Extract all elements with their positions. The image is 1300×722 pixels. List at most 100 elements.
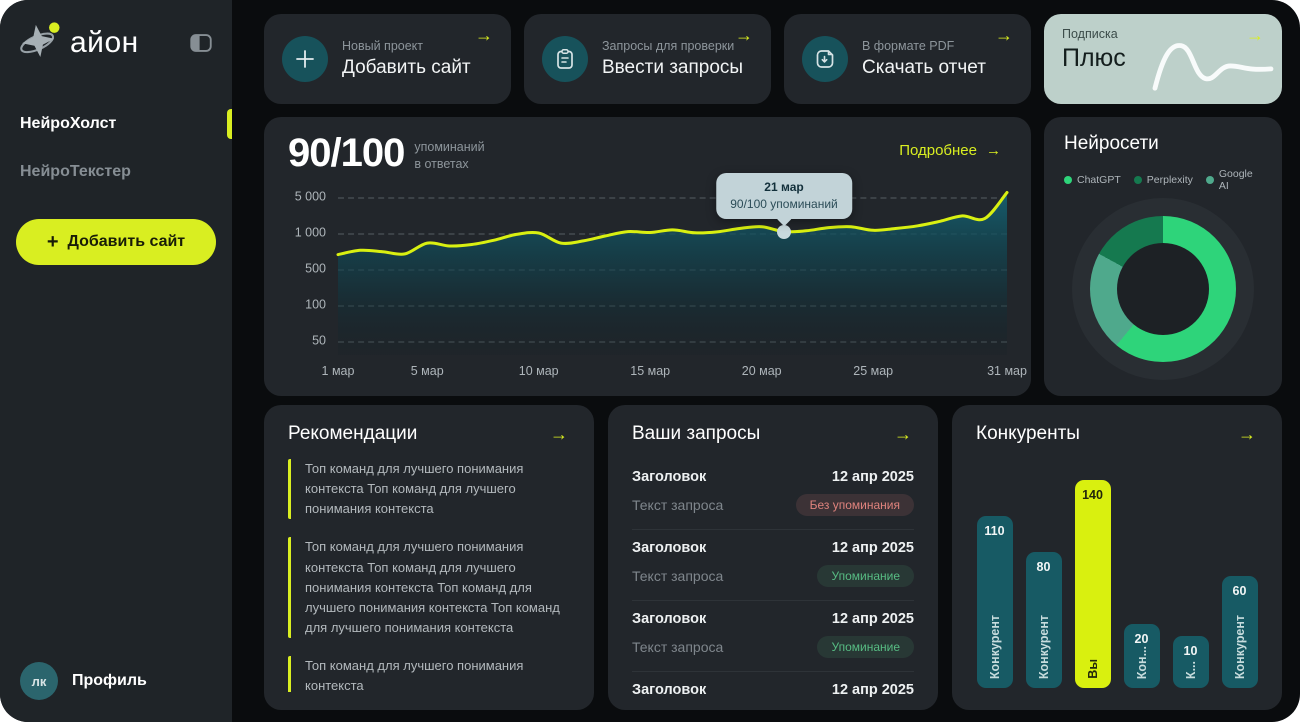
subscription-subtitle: Подписка — [1062, 27, 1118, 41]
competitor-bar: 10 К... — [1172, 636, 1209, 688]
arrow-right-icon — [733, 24, 755, 46]
bar-label: Конкурент — [1232, 614, 1247, 679]
arrow-right-icon[interactable] — [548, 423, 570, 445]
query-title-row: Заголовок 12 апр 2025 — [632, 469, 914, 485]
competitor-bar: 20 Кон... — [1123, 624, 1160, 688]
mentions-header: 90/100 упоминаний в ответах Подробнее — [288, 133, 1007, 173]
quick-action-title: Ввести запросы — [602, 57, 744, 78]
arrow-right-icon[interactable] — [1236, 423, 1258, 445]
x-axis-tick: 10 мар — [518, 364, 559, 378]
query-list-item[interactable]: Заголовок 12 апр 2025 Текст запроса Упомина… — [632, 530, 914, 601]
legend-item-Google AI: Google AI — [1205, 168, 1262, 192]
quick-action-title: Добавить сайт — [342, 57, 471, 78]
add-site-button[interactable]: Добавить сайт — [16, 219, 216, 265]
competitor-bar: 80 Конкурент — [1025, 552, 1062, 688]
y-axis-tick: 50 — [312, 333, 326, 348]
tooltip-date: 21 мар — [764, 179, 804, 194]
quick-action-subtitle: В формате PDF — [862, 39, 955, 53]
competitor-bar: 110 Конкурент — [976, 516, 1013, 688]
query-text: Текст запроса — [632, 497, 724, 513]
profile-button[interactable]: лк Профиль — [0, 640, 232, 722]
bar-label: К... — [1183, 660, 1198, 679]
nn-legend: ChatGPT Perplexity Google AI — [1064, 168, 1262, 192]
bar-value: 10 — [1183, 644, 1198, 658]
avatar: лк — [20, 662, 58, 700]
bottom-row: Рекомендации Топ команд для лучшего пони… — [264, 405, 1282, 710]
legend-dot — [1133, 176, 1142, 184]
quick-action-text: В формате PDF Скачать отчет — [862, 39, 986, 79]
legend-item-Perplexity: Perplexity — [1133, 168, 1193, 192]
x-axis-tick: 15 мар — [630, 364, 671, 378]
sidebar-menu: НейроХолст НейроТекстер — [0, 105, 232, 191]
query-title-row: Заголовок 12 апр 2025 — [632, 540, 914, 556]
y-axis-tick: 100 — [305, 297, 326, 312]
donut-chart — [1090, 216, 1236, 362]
subscription-card[interactable]: Подписка Плюс — [1044, 14, 1282, 104]
sidebar-collapse-icon[interactable] — [186, 28, 216, 58]
recommendations-card: Рекомендации Топ команд для лучшего пони… — [264, 405, 594, 710]
gridline — [338, 197, 1007, 199]
details-link[interactable]: Подробнее — [893, 141, 1007, 160]
quick-actions-row: Новый проект Добавить сайт Запросы для про… — [264, 14, 1282, 104]
logo-star-icon — [18, 20, 62, 65]
bar-label: Вы — [1085, 659, 1100, 679]
quick-action-subtitle: Запросы для проверки — [602, 39, 735, 53]
tooltip-value: 90/100 упоминаний — [730, 196, 838, 211]
legend-label: ChatGPT — [1077, 174, 1121, 186]
query-list-item[interactable]: Заголовок 12 апр 2025 Текст запроса Упомина… — [632, 601, 914, 672]
mention-badge: Упоминание — [817, 636, 914, 658]
query-text-row: Текст запроса Без упоминания — [632, 494, 914, 516]
query-text-row: Текст запроса Упоминание — [632, 565, 914, 587]
competitors-card: Конкуренты 110 Конкурент 80 Конкурент 140 Вы 2… — [952, 405, 1282, 710]
bar-value: 20 — [1134, 632, 1149, 646]
quick-action-card-3[interactable]: В формате PDF Скачать отчет — [784, 14, 1031, 104]
x-axis-tick: 20 мар — [741, 364, 782, 378]
sidebar-item-НейроТекстер[interactable]: НейроТекстер — [20, 163, 131, 180]
quick-action-card-1[interactable]: Новый проект Добавить сайт — [264, 14, 511, 104]
quick-action-text: Новый проект Добавить сайт — [342, 39, 471, 79]
quick-action-card-2[interactable]: Запросы для проверки Ввести запросы — [524, 14, 771, 104]
arrow-right-icon — [993, 24, 1015, 46]
bar-value: 80 — [1036, 560, 1051, 574]
query-list-item[interactable]: Заголовок 12 апр 2025 — [632, 672, 914, 710]
sidebar-item-НейроХолст[interactable]: НейроХолст — [0, 105, 232, 143]
y-axis-tick: 5 000 — [294, 189, 326, 204]
recommendation-item: Топ команд для лучшего понимания контекс… — [288, 537, 570, 639]
legend-dot — [1064, 176, 1072, 184]
mentions-chart-card: 90/100 упоминаний в ответах Подробнее — [264, 117, 1031, 396]
legend-item-ChatGPT: ChatGPT — [1064, 168, 1121, 192]
mentions-caption: упоминаний в ответах — [414, 140, 485, 171]
bar-label: Конкурент — [1036, 614, 1051, 679]
profile-label: Профиль — [72, 672, 147, 689]
donut-background-ring — [1072, 198, 1254, 380]
competitors-title: Конкуренты — [976, 423, 1080, 444]
bar-value: 110 — [984, 524, 1005, 538]
quick-action-text: Запросы для проверки Ввести запросы — [602, 39, 743, 79]
query-date: 12 апр 2025 — [831, 611, 914, 627]
query-title: Заголовок — [632, 682, 707, 698]
bar-value: 60 — [1232, 584, 1247, 598]
details-link-label: Подробнее — [899, 142, 977, 159]
neural-networks-card: Нейросети ChatGPT Perplexity Google AI — [1044, 117, 1282, 396]
donut-hole — [1117, 243, 1209, 335]
legend-dot — [1205, 176, 1214, 184]
recommendations-title: Рекомендации — [288, 423, 418, 444]
sidebar: айон НейроХолст НейроТекстер Добавить сай… — [0, 0, 232, 722]
query-text-row: Текст запроса Упоминание — [632, 636, 914, 658]
mentions-xticks: 1 мар 5 мар 10 мар 15 мар 20 мар 25 мар 31 мар — [322, 361, 1027, 381]
query-text: Текст запроса — [632, 639, 724, 655]
x-axis-tick: 1 мар — [321, 364, 355, 378]
query-date: 12 апр 2025 — [831, 469, 914, 485]
active-indicator — [227, 109, 232, 139]
logo: айон — [0, 0, 232, 79]
query-title: Заголовок — [632, 611, 707, 627]
file-download-icon — [802, 36, 848, 82]
subscription-title: Плюс — [1062, 44, 1126, 72]
bar-label: Кон... — [1134, 645, 1149, 679]
arrow-right-icon[interactable] — [892, 423, 914, 445]
query-list-item[interactable]: Заголовок 12 апр 2025 Текст запроса Без упо… — [632, 459, 914, 530]
arrow-right-icon[interactable] — [1244, 24, 1266, 46]
legend-label: Google AI — [1218, 168, 1253, 192]
quick-action-subtitle: Новый проект — [342, 39, 424, 53]
plus-icon — [47, 232, 59, 253]
